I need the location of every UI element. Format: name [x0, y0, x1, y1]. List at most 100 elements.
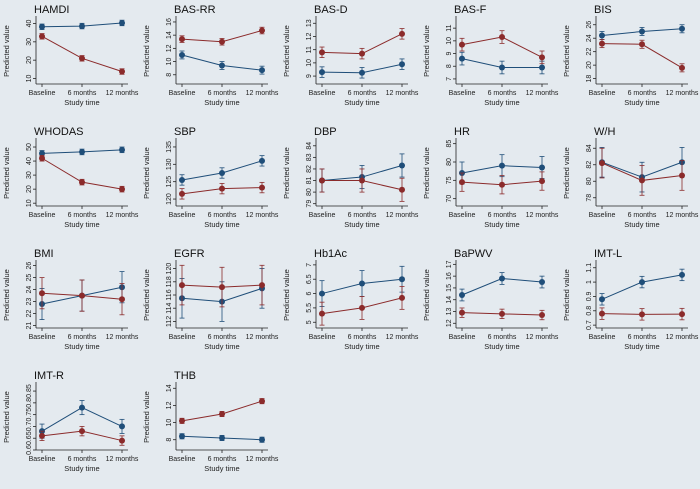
x-tick-label: 12 months — [526, 90, 559, 97]
data-point — [39, 432, 45, 439]
data-point — [259, 184, 265, 191]
data-point — [119, 68, 125, 75]
x-axis-label: Study time — [624, 220, 659, 229]
y-tick-label: 1 — [586, 280, 593, 284]
y-tick-label: 8 — [166, 73, 173, 77]
chart-title: IMT-L — [594, 248, 622, 260]
chart-title: HR — [454, 126, 470, 138]
data-point — [359, 304, 365, 311]
chart-title: DBP — [314, 126, 337, 138]
x-tick-label: 6 months — [208, 90, 237, 97]
y-tick-label: 0.6 — [26, 445, 33, 455]
x-axis-label: Study time — [484, 98, 519, 107]
data-point — [219, 62, 225, 69]
x-tick-label: Baseline — [169, 90, 196, 97]
y-tick-label: 1.1 — [586, 263, 593, 273]
x-axis-label: Study time — [344, 342, 379, 351]
x-axis-label: Study time — [64, 220, 99, 229]
y-tick-label: 30 — [26, 171, 33, 179]
y-tick-label: 21 — [26, 322, 33, 330]
x-axis-label: Study time — [204, 98, 239, 107]
x-tick-label: 12 months — [526, 212, 559, 219]
x-tick-label: 6 months — [348, 212, 377, 219]
data-point — [219, 435, 225, 441]
x-tick-label: 6 months — [68, 212, 97, 219]
x-tick-label: Baseline — [29, 456, 56, 463]
y-axis-label: Predicted value — [142, 391, 151, 443]
data-point — [359, 280, 365, 287]
y-tick-label: 0.8 — [26, 398, 33, 408]
data-point — [219, 38, 225, 45]
data-point — [399, 294, 405, 301]
x-tick-label: Baseline — [449, 334, 476, 341]
y-tick-label: 24 — [26, 286, 33, 294]
data-point — [599, 296, 605, 303]
data-point — [679, 311, 685, 318]
y-tick-label: 15 — [446, 284, 453, 292]
y-tick-label: 0.85 — [26, 384, 33, 398]
data-point — [119, 296, 125, 303]
x-tick-label: 12 months — [666, 90, 699, 97]
y-axis-label: Predicted value — [282, 25, 291, 77]
x-tick-label: 12 months — [386, 212, 419, 219]
data-point — [79, 428, 85, 435]
y-tick-label: 80 — [306, 188, 313, 196]
y-tick-label: 135 — [166, 141, 173, 153]
data-point — [459, 309, 465, 316]
x-tick-label: Baseline — [589, 90, 616, 97]
x-tick-label: 6 months — [68, 90, 97, 97]
data-point — [179, 433, 185, 440]
chart-title: BAS-F — [454, 4, 487, 16]
data-point — [599, 160, 605, 167]
data-point — [39, 155, 45, 162]
data-point — [119, 437, 125, 444]
data-point — [359, 177, 365, 184]
x-tick-label: Baseline — [29, 334, 56, 341]
x-tick-label: Baseline — [309, 212, 336, 219]
y-tick-label: 0.7 — [586, 320, 593, 330]
x-axis-label: Study time — [484, 342, 519, 351]
y-axis-label: Predicted value — [562, 147, 571, 199]
y-tick-label: 6 — [306, 292, 313, 296]
y-axis-label: Predicted value — [142, 147, 151, 199]
x-axis-label: Study time — [64, 464, 99, 473]
y-tick-label: 83 — [306, 153, 313, 161]
chart-title: W/H — [594, 126, 615, 138]
data-point — [459, 179, 465, 186]
y-tick-label: 22 — [586, 48, 593, 56]
y-tick-label: 7 — [306, 263, 313, 267]
panel-dbp: DBP Predicted value 79 80 81 82 83 84 Baseline 6 … — [282, 126, 419, 229]
y-tick-label: 13 — [306, 19, 313, 27]
x-tick-label: Baseline — [449, 90, 476, 97]
panel-bas-f: BAS-F Predicted value 7 8 9 10 11 Baseline 6 mon… — [422, 4, 559, 107]
data-point — [539, 64, 545, 71]
y-tick-label: 84 — [306, 142, 313, 150]
x-axis-label: Study time — [344, 220, 379, 229]
x-tick-label: Baseline — [169, 334, 196, 341]
data-point — [639, 177, 645, 184]
data-point — [459, 55, 465, 62]
panel-w-h: W/H Predicted value 78 80 82 84 Baseline 6 mont… — [562, 126, 699, 229]
data-point — [39, 33, 45, 40]
y-tick-label: 10 — [166, 419, 173, 427]
data-point — [79, 292, 85, 299]
y-tick-label: 80 — [586, 177, 593, 185]
panel-bas-d: BAS-D Predicted value 9 10 11 12 13 Baseline 6 m… — [282, 4, 419, 107]
data-point — [179, 176, 185, 183]
data-point — [539, 279, 545, 286]
x-tick-label: 6 months — [348, 90, 377, 97]
y-axis-label: Predicted value — [142, 269, 151, 321]
data-point — [39, 150, 45, 157]
y-axis-label: Predicted value — [282, 269, 291, 321]
y-tick-label: 10 — [166, 58, 173, 66]
chart-title: BAS-D — [314, 4, 348, 16]
y-tick-label: 17 — [446, 260, 453, 268]
y-axis-label: Predicted value — [562, 269, 571, 321]
x-tick-label: Baseline — [169, 456, 196, 463]
data-point — [179, 51, 185, 58]
data-point — [539, 164, 545, 171]
y-tick-label: 8 — [166, 438, 173, 442]
x-axis-label: Study time — [484, 220, 519, 229]
x-tick-label: 6 months — [68, 456, 97, 463]
